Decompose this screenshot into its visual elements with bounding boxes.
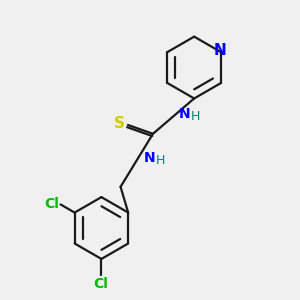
Text: H: H: [156, 154, 165, 167]
Text: N: N: [214, 44, 227, 59]
Text: S: S: [114, 116, 125, 131]
Text: N: N: [144, 151, 156, 165]
Text: H: H: [191, 110, 200, 123]
Text: Cl: Cl: [44, 197, 58, 211]
Text: N: N: [179, 107, 190, 121]
Text: Cl: Cl: [93, 277, 108, 291]
